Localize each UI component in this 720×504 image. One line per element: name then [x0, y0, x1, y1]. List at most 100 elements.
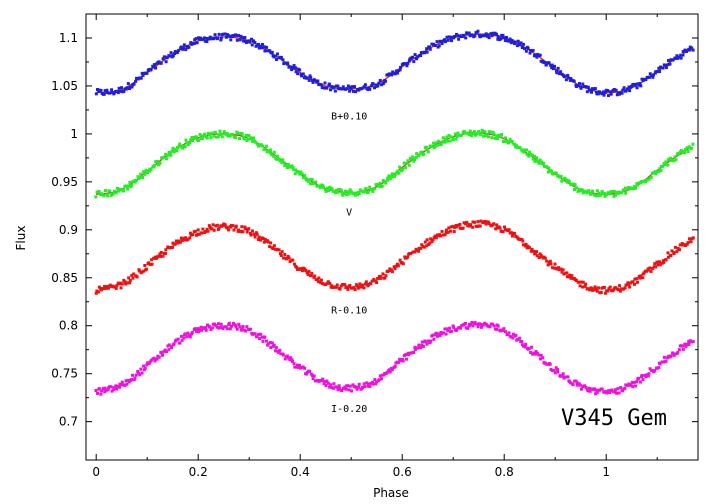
data-point: [131, 373, 135, 377]
data-point: [473, 220, 477, 224]
data-point: [578, 383, 582, 387]
data-point: [675, 250, 679, 254]
data-point: [501, 33, 505, 37]
data-point: [406, 159, 410, 163]
data-point: [110, 88, 114, 92]
data-point: [169, 51, 173, 55]
data-point: [678, 248, 682, 252]
data-point: [499, 37, 503, 41]
data-point: [664, 160, 668, 164]
data-point: [383, 276, 387, 280]
data-point: [585, 90, 589, 94]
data-point: [617, 391, 621, 395]
data-point: [507, 141, 511, 145]
data-point: [339, 188, 343, 192]
data-point: [161, 57, 165, 61]
data-point: [346, 384, 350, 388]
data-point: [657, 66, 661, 70]
data-point: [231, 133, 235, 137]
data-point: [168, 54, 172, 58]
data-point: [604, 193, 608, 197]
data-point: [262, 240, 266, 244]
data-point: [203, 39, 207, 43]
data-point: [209, 328, 213, 332]
data-point: [657, 170, 661, 174]
data-point: [217, 326, 221, 330]
data-point: [646, 374, 650, 378]
data-point: [223, 32, 227, 36]
data-point: [189, 233, 193, 237]
data-point: [548, 259, 552, 263]
data-point: [409, 251, 413, 255]
data-point: [229, 223, 233, 227]
data-point: [641, 276, 645, 280]
data-point: [120, 380, 124, 384]
data-point: [478, 224, 482, 228]
data-point: [432, 337, 436, 341]
data-point: [193, 327, 197, 331]
data-point: [146, 170, 150, 174]
data-point: [208, 325, 212, 329]
data-point: [167, 343, 171, 347]
data-point: [292, 168, 296, 172]
data-point: [593, 87, 597, 91]
data-point: [677, 152, 681, 156]
data-point: [389, 268, 393, 272]
data-point: [218, 129, 222, 133]
data-point: [342, 192, 346, 196]
data-point: [245, 325, 249, 329]
data-point: [687, 342, 691, 346]
data-point: [217, 32, 221, 36]
data-point: [521, 344, 525, 348]
data-point: [131, 276, 135, 280]
data-point: [452, 230, 456, 234]
data-point: [559, 70, 563, 74]
data-point: [387, 174, 391, 178]
data-point: [319, 278, 323, 282]
data-point: [124, 379, 128, 383]
data-point: [422, 152, 426, 156]
data-point: [336, 84, 340, 88]
data-point: [608, 192, 612, 196]
data-point: [238, 38, 242, 42]
data-point: [96, 391, 100, 395]
data-point: [338, 386, 342, 390]
data-point: [586, 389, 590, 393]
data-point: [531, 48, 535, 52]
data-point: [677, 348, 681, 352]
data-point: [642, 271, 646, 275]
data-point: [317, 276, 321, 280]
data-point: [150, 262, 154, 266]
data-point: [685, 146, 689, 150]
data-point: [414, 155, 418, 159]
data-point: [106, 388, 110, 392]
data-point: [430, 240, 434, 244]
data-point: [446, 38, 450, 42]
data-point: [596, 286, 600, 290]
x-tick-label: 1: [602, 465, 610, 479]
data-point: [396, 360, 400, 364]
data-point: [691, 48, 695, 52]
data-point: [116, 91, 120, 95]
data-point: [263, 147, 267, 151]
data-point: [432, 141, 436, 145]
data-point: [300, 172, 304, 176]
data-point: [472, 130, 476, 134]
data-point: [566, 76, 570, 80]
data-point: [677, 55, 681, 59]
data-point: [437, 332, 441, 336]
data-point: [190, 138, 194, 142]
data-point: [373, 187, 377, 191]
data-point: [371, 82, 375, 86]
data-point: [607, 389, 611, 393]
data-point: [543, 361, 547, 365]
data-point: [285, 354, 289, 358]
data-point: [525, 246, 529, 250]
data-point: [228, 34, 232, 38]
data-point: [184, 48, 188, 52]
data-point: [287, 256, 291, 260]
data-point: [566, 73, 570, 77]
data-point: [486, 135, 490, 139]
data-point: [171, 54, 175, 58]
